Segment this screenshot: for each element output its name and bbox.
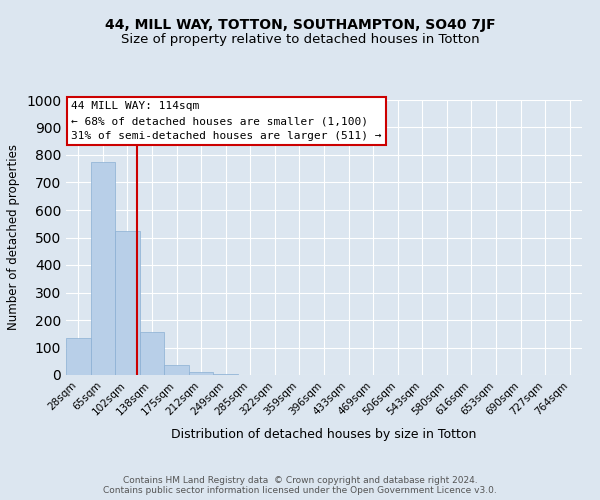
Text: Contains HM Land Registry data  © Crown copyright and database right 2024.
Conta: Contains HM Land Registry data © Crown c… [103,476,497,495]
Text: Size of property relative to detached houses in Totton: Size of property relative to detached ho… [121,32,479,46]
Bar [164,366,189,375]
Text: 44 MILL WAY: 114sqm
← 68% of detached houses are smaller (1,100)
31% of semi-det: 44 MILL WAY: 114sqm ← 68% of detached ho… [71,102,382,141]
X-axis label: Distribution of detached houses by size in Totton: Distribution of detached houses by size … [172,428,476,441]
Bar [214,374,238,375]
Bar [66,338,91,375]
Bar [91,162,115,375]
Bar [140,332,164,375]
Y-axis label: Number of detached properties: Number of detached properties [7,144,20,330]
Bar [115,231,140,375]
Bar [189,372,214,375]
Text: 44, MILL WAY, TOTTON, SOUTHAMPTON, SO40 7JF: 44, MILL WAY, TOTTON, SOUTHAMPTON, SO40 … [104,18,496,32]
